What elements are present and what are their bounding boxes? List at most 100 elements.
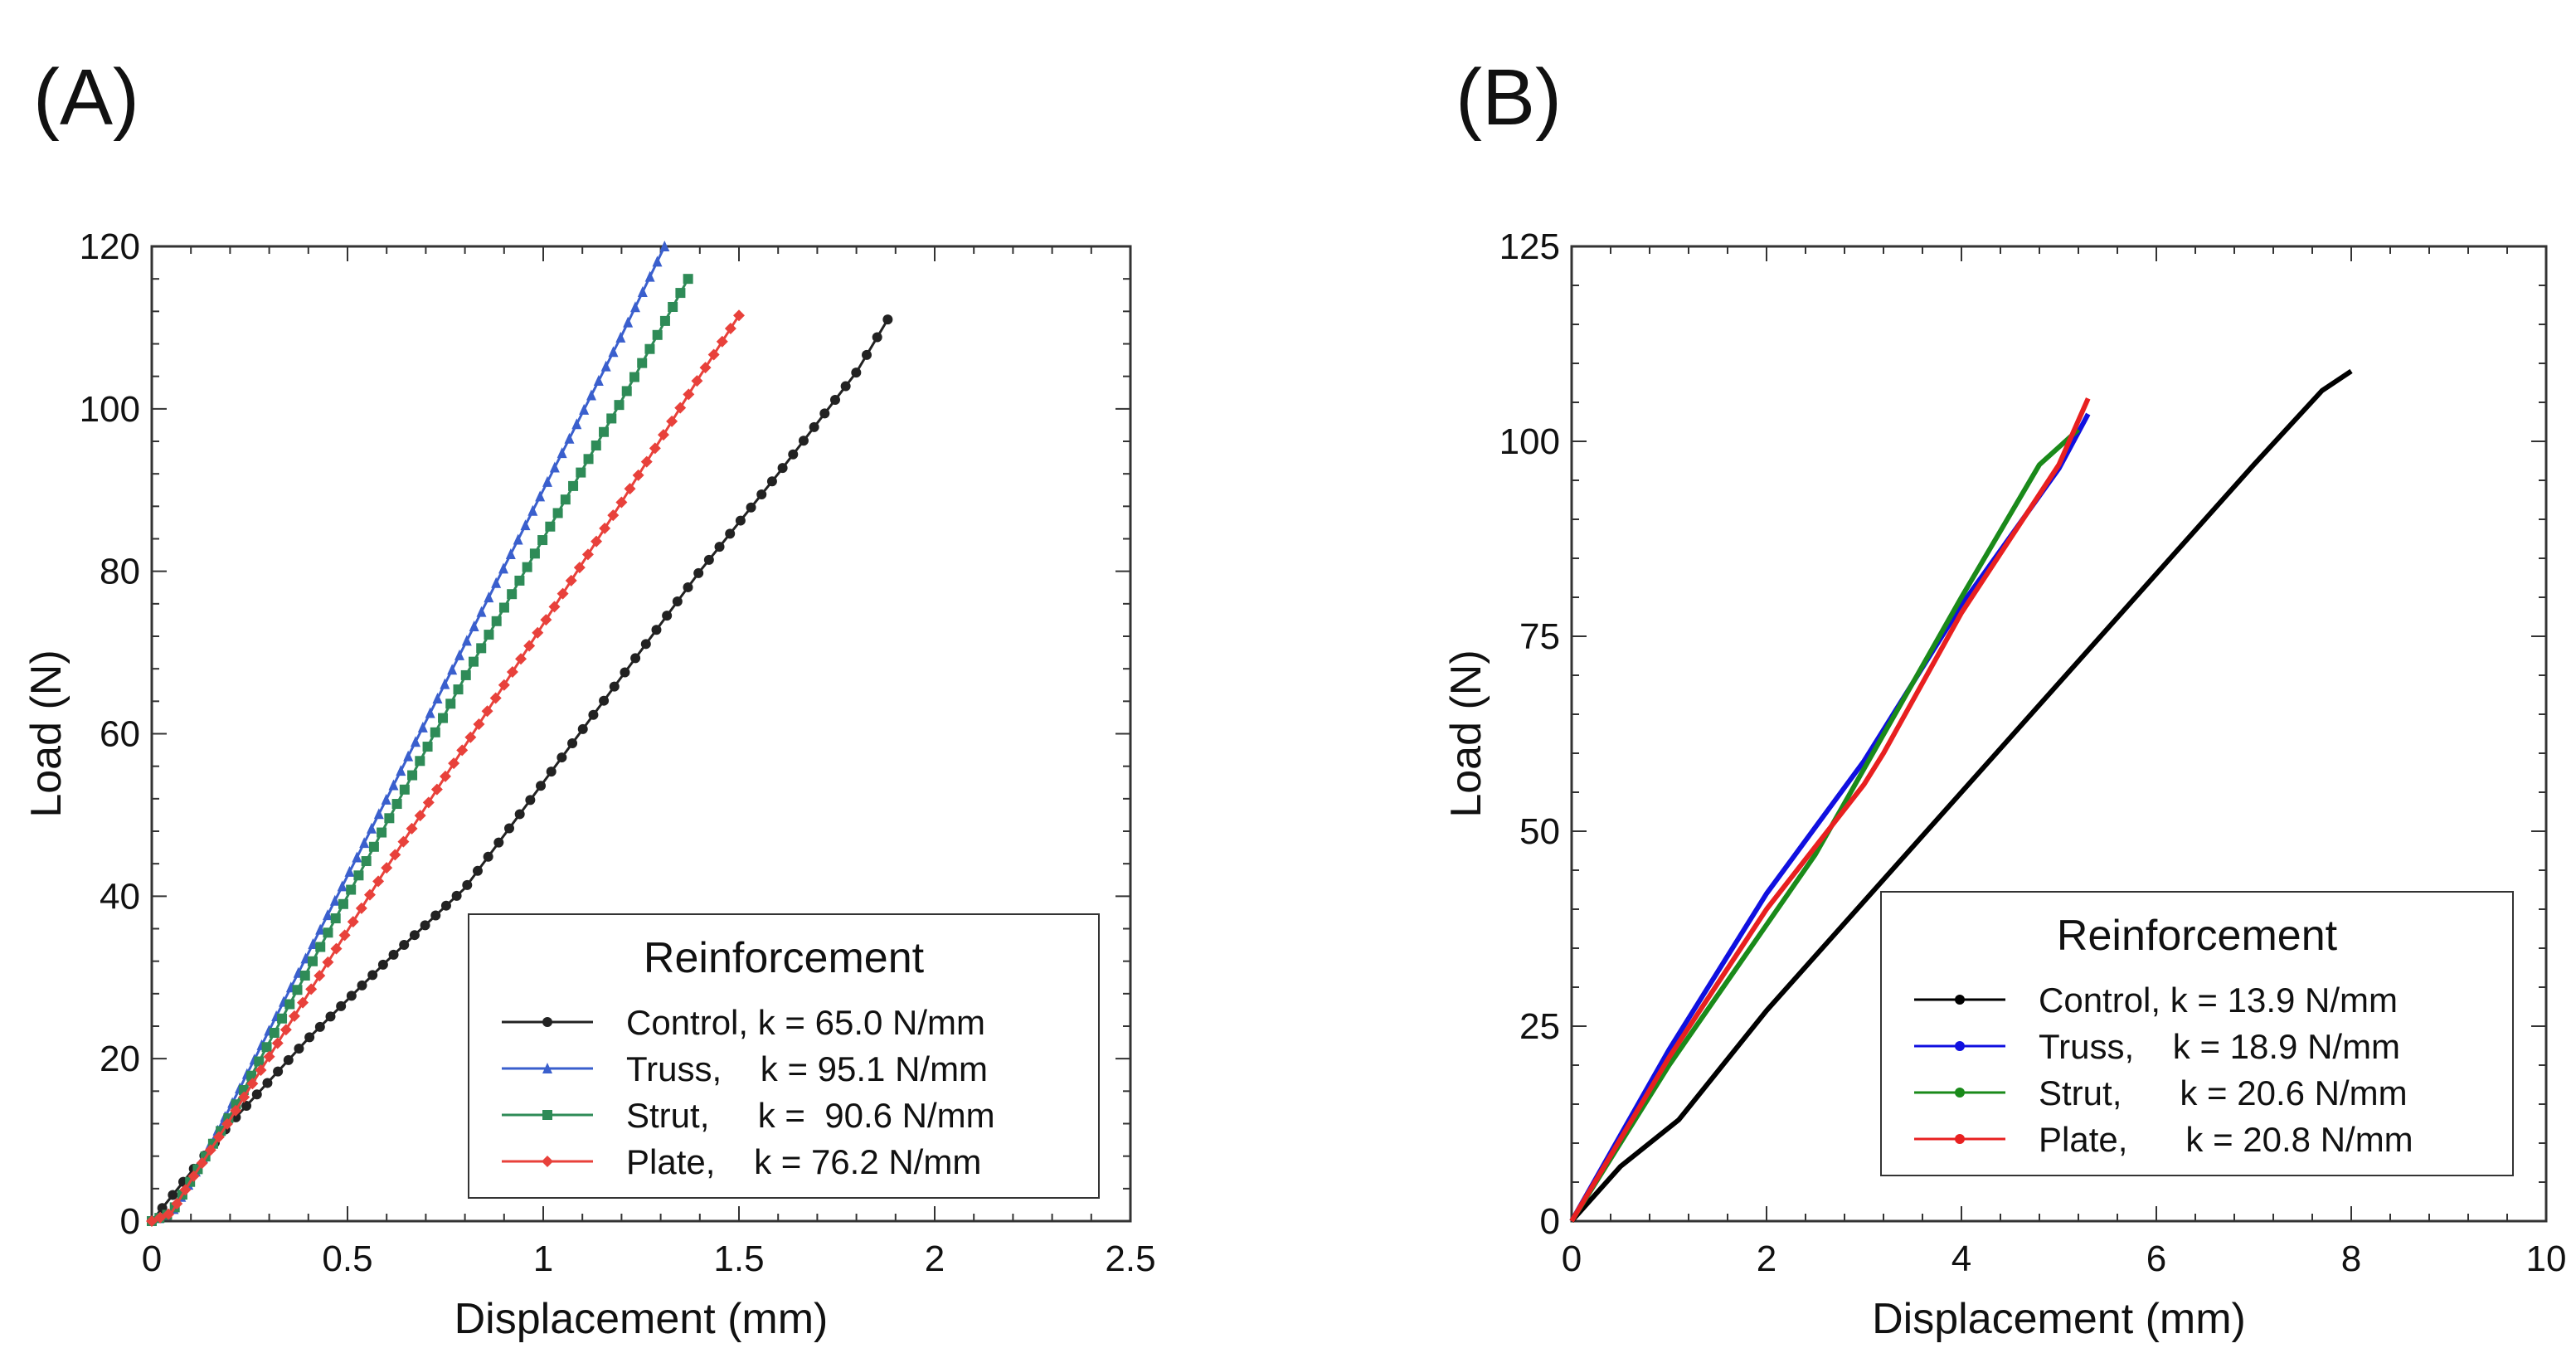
data-marker-strut bbox=[445, 698, 456, 709]
data-marker-control bbox=[336, 1000, 347, 1011]
data-marker-strut bbox=[545, 521, 556, 532]
y-tick-label: 100 bbox=[80, 389, 140, 430]
legend-marker-plate bbox=[1955, 1134, 1965, 1144]
data-marker-truss bbox=[505, 548, 516, 559]
data-marker-control bbox=[672, 596, 683, 607]
data-marker-control bbox=[168, 1190, 178, 1200]
data-marker-control bbox=[262, 1078, 273, 1088]
data-marker-plate bbox=[691, 375, 703, 387]
x-tick-label: 1.5 bbox=[713, 1239, 764, 1279]
data-marker-truss bbox=[593, 375, 604, 387]
data-marker-control bbox=[809, 421, 819, 432]
data-marker-truss bbox=[571, 418, 582, 430]
data-marker-control bbox=[546, 767, 557, 777]
data-marker-plate bbox=[381, 862, 393, 874]
data-marker-strut bbox=[552, 508, 563, 518]
data-marker-strut bbox=[568, 480, 579, 491]
data-marker-plate bbox=[599, 522, 611, 534]
data-marker-control bbox=[314, 1021, 325, 1032]
data-marker-control bbox=[599, 695, 610, 706]
data-marker-truss bbox=[469, 620, 479, 631]
data-marker-control bbox=[251, 1089, 262, 1100]
data-marker-strut bbox=[599, 426, 610, 437]
data-marker-truss bbox=[440, 678, 450, 689]
data-marker-truss bbox=[366, 822, 377, 834]
y-tick-label: 40 bbox=[100, 876, 140, 917]
data-marker-control bbox=[829, 394, 840, 405]
data-marker-control bbox=[409, 930, 420, 941]
data-marker-strut bbox=[560, 494, 571, 505]
data-marker-truss bbox=[315, 923, 326, 935]
series-plate bbox=[1569, 397, 2091, 1223]
data-marker-truss bbox=[549, 461, 560, 473]
y-tick-label: 25 bbox=[1519, 1006, 1560, 1047]
data-marker-plate bbox=[330, 942, 343, 955]
data-marker-control bbox=[683, 582, 693, 592]
data-marker-strut bbox=[415, 756, 425, 767]
data-marker-strut bbox=[377, 827, 387, 838]
data-marker-plate bbox=[338, 929, 351, 942]
data-marker-control bbox=[567, 737, 578, 748]
data-marker-plate bbox=[288, 1010, 300, 1022]
data-marker-control bbox=[273, 1066, 284, 1077]
data-marker-plate bbox=[498, 679, 510, 691]
data-marker-strut bbox=[368, 841, 379, 852]
legend-marker-strut bbox=[1955, 1088, 1965, 1098]
data-marker-plate bbox=[624, 483, 636, 495]
data-marker-strut bbox=[292, 985, 303, 995]
legend-marker-truss bbox=[542, 1063, 552, 1073]
legend-title: Reinforcement bbox=[2057, 912, 2338, 960]
data-marker-strut bbox=[668, 301, 678, 312]
data-marker-truss bbox=[608, 346, 619, 358]
data-marker-plate bbox=[506, 666, 518, 679]
data-marker-control bbox=[746, 502, 756, 513]
data-marker-strut bbox=[537, 535, 548, 546]
data-marker-plate bbox=[464, 731, 477, 743]
data-marker-plate bbox=[146, 1215, 158, 1227]
legend-marker-truss bbox=[1955, 1041, 1965, 1051]
x-tick-label: 2 bbox=[1757, 1239, 1776, 1279]
data-marker-control bbox=[651, 625, 662, 635]
data-marker-truss bbox=[417, 721, 428, 733]
data-marker-control bbox=[377, 959, 388, 970]
data-marker-truss bbox=[542, 475, 552, 487]
data-marker-control bbox=[756, 489, 767, 500]
y-tick-label: 100 bbox=[1499, 421, 1560, 462]
data-marker-strut bbox=[430, 727, 440, 737]
data-marker-strut bbox=[353, 870, 364, 881]
data-marker-plate bbox=[163, 1208, 175, 1220]
data-marker-plate bbox=[414, 810, 426, 822]
data-marker-truss bbox=[476, 606, 487, 617]
data-marker-strut bbox=[384, 813, 395, 824]
data-marker-control bbox=[472, 865, 483, 876]
legend-box bbox=[1880, 891, 2514, 1176]
data-marker-control bbox=[609, 681, 620, 692]
data-marker-plate bbox=[271, 1037, 284, 1049]
data-marker-plate bbox=[255, 1064, 267, 1076]
data-marker-control bbox=[430, 910, 441, 921]
data-marker-control bbox=[420, 920, 430, 931]
data-marker-plate bbox=[591, 535, 603, 548]
panel-label-a: (A) bbox=[33, 53, 139, 142]
data-marker-strut bbox=[659, 315, 670, 326]
data-marker-truss bbox=[410, 736, 420, 747]
data-marker-strut bbox=[323, 927, 333, 938]
y-axis-label: Load (N) bbox=[1442, 650, 1490, 817]
legend-entry-control: Control, k = 13.9 N/mm bbox=[2039, 981, 2398, 1020]
data-marker-strut bbox=[338, 898, 348, 909]
data-marker-truss bbox=[322, 909, 333, 921]
data-marker-truss bbox=[447, 664, 458, 675]
data-marker-truss bbox=[396, 765, 406, 776]
data-marker-control bbox=[662, 611, 673, 621]
x-tick-label: 10 bbox=[2526, 1239, 2567, 1279]
data-marker-control bbox=[346, 991, 357, 1001]
data-marker-control bbox=[788, 449, 799, 460]
data-marker-control bbox=[714, 542, 725, 552]
data-marker-truss bbox=[629, 301, 640, 313]
y-tick-label: 125 bbox=[1499, 226, 1560, 267]
data-marker-control bbox=[388, 949, 399, 960]
data-marker-truss bbox=[659, 241, 670, 251]
data-marker-plate bbox=[397, 835, 410, 848]
data-marker-strut bbox=[614, 400, 625, 411]
